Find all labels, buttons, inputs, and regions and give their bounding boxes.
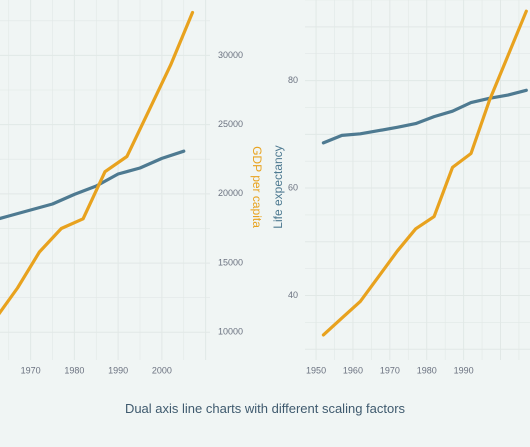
x-tick-label: 1970 [380,365,400,375]
x-tick-label: 1960 [343,365,363,375]
y-right-tick-label: 20000 [218,188,243,198]
y-left-tick-label: 40 [288,290,298,300]
gridlines [0,0,210,360]
chart-panel-2: 1950 1960 1970 1980 1990 40 60 80 Life expectanc… [271,0,530,375]
life-expectancy-line [0,149,186,221]
x-tick-label: 2000 [152,365,172,375]
series-lines [0,10,195,316]
life-expectancy-line [321,88,528,145]
y-right-tick-label: 30000 [218,50,243,60]
x-tick-label: 1980 [64,365,84,375]
figure-caption: Dual axis line charts with different sca… [124,401,406,416]
y-right-tick-label: 15000 [218,257,243,267]
x-tick-label: 1990 [108,365,128,375]
y-right-tick-label: 10000 [218,327,243,337]
x-tick-label: 1970 [21,365,41,375]
chart-panel-1: 1970 1980 1990 2000 10000 15000 20000 25000 3000… [0,0,264,375]
y-right-tick-label: 25000 [218,119,243,129]
x-tick-label: 1980 [417,365,437,375]
gridlines [305,0,530,360]
y-left-axis-title: Life expectancy [271,145,285,228]
y-left-tick-label: 60 [288,182,298,192]
x-tick-label: 1990 [454,365,474,375]
x-tick-label: 1950 [306,365,326,375]
series-lines [321,9,528,337]
gdp-per-capita-line [0,10,195,316]
y-right-axis-title: GDP per capita [250,146,264,228]
y-left-tick-label: 80 [288,75,298,85]
gdp-per-capita-line [321,9,528,337]
